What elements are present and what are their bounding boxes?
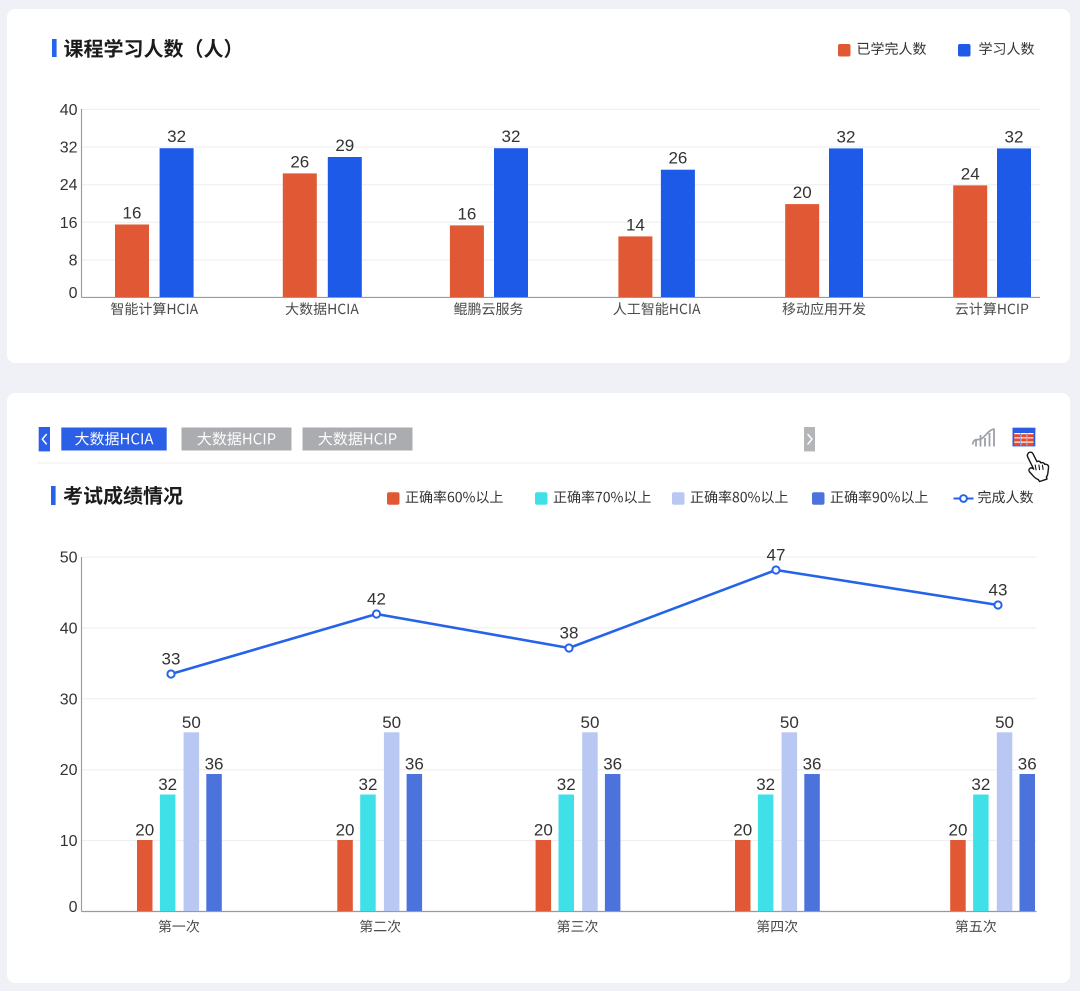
svg-text:32: 32 — [837, 127, 856, 146]
svg-text:24: 24 — [60, 177, 78, 194]
svg-text:16: 16 — [123, 204, 142, 223]
svg-text:24: 24 — [961, 164, 980, 183]
svg-text:20: 20 — [733, 821, 752, 840]
svg-text:50: 50 — [382, 713, 401, 732]
svg-text:16: 16 — [60, 215, 78, 232]
svg-text:40: 40 — [60, 102, 78, 119]
svg-text:0: 0 — [69, 285, 78, 302]
svg-text:38: 38 — [560, 624, 579, 643]
svg-text:40: 40 — [60, 620, 78, 637]
svg-text:47: 47 — [767, 546, 786, 565]
svg-text:36: 36 — [803, 755, 822, 774]
svg-text:20: 20 — [135, 821, 154, 840]
svg-text:16: 16 — [457, 204, 476, 223]
svg-text:32: 32 — [60, 140, 78, 157]
svg-text:20: 20 — [60, 762, 78, 779]
svg-text:20: 20 — [948, 821, 967, 840]
svg-text:20: 20 — [534, 821, 553, 840]
svg-text:36: 36 — [1018, 755, 1037, 774]
svg-text:10: 10 — [60, 833, 78, 850]
svg-text:26: 26 — [668, 149, 687, 168]
svg-text:42: 42 — [367, 590, 386, 609]
svg-text:20: 20 — [336, 821, 355, 840]
svg-text:8: 8 — [69, 253, 78, 270]
svg-text:50: 50 — [780, 713, 799, 732]
svg-text:36: 36 — [405, 755, 424, 774]
svg-text:50: 50 — [182, 713, 201, 732]
svg-text:30: 30 — [60, 691, 78, 708]
svg-text:50: 50 — [60, 550, 78, 567]
svg-text:32: 32 — [167, 127, 186, 146]
svg-text:20: 20 — [793, 183, 812, 202]
svg-text:32: 32 — [502, 127, 521, 146]
svg-text:50: 50 — [580, 713, 599, 732]
svg-text:32: 32 — [158, 775, 177, 794]
svg-text:36: 36 — [205, 755, 224, 774]
svg-text:32: 32 — [756, 775, 775, 794]
svg-text:14: 14 — [626, 215, 645, 234]
svg-text:32: 32 — [971, 775, 990, 794]
svg-text:32: 32 — [1005, 127, 1024, 146]
svg-text:32: 32 — [358, 775, 377, 794]
svg-text:32: 32 — [557, 775, 576, 794]
svg-text:0: 0 — [69, 899, 78, 916]
svg-text:50: 50 — [995, 713, 1014, 732]
svg-text:43: 43 — [989, 581, 1008, 600]
svg-text:29: 29 — [335, 136, 354, 155]
svg-text:26: 26 — [290, 152, 309, 171]
svg-text:36: 36 — [603, 755, 622, 774]
svg-text:33: 33 — [162, 650, 181, 669]
